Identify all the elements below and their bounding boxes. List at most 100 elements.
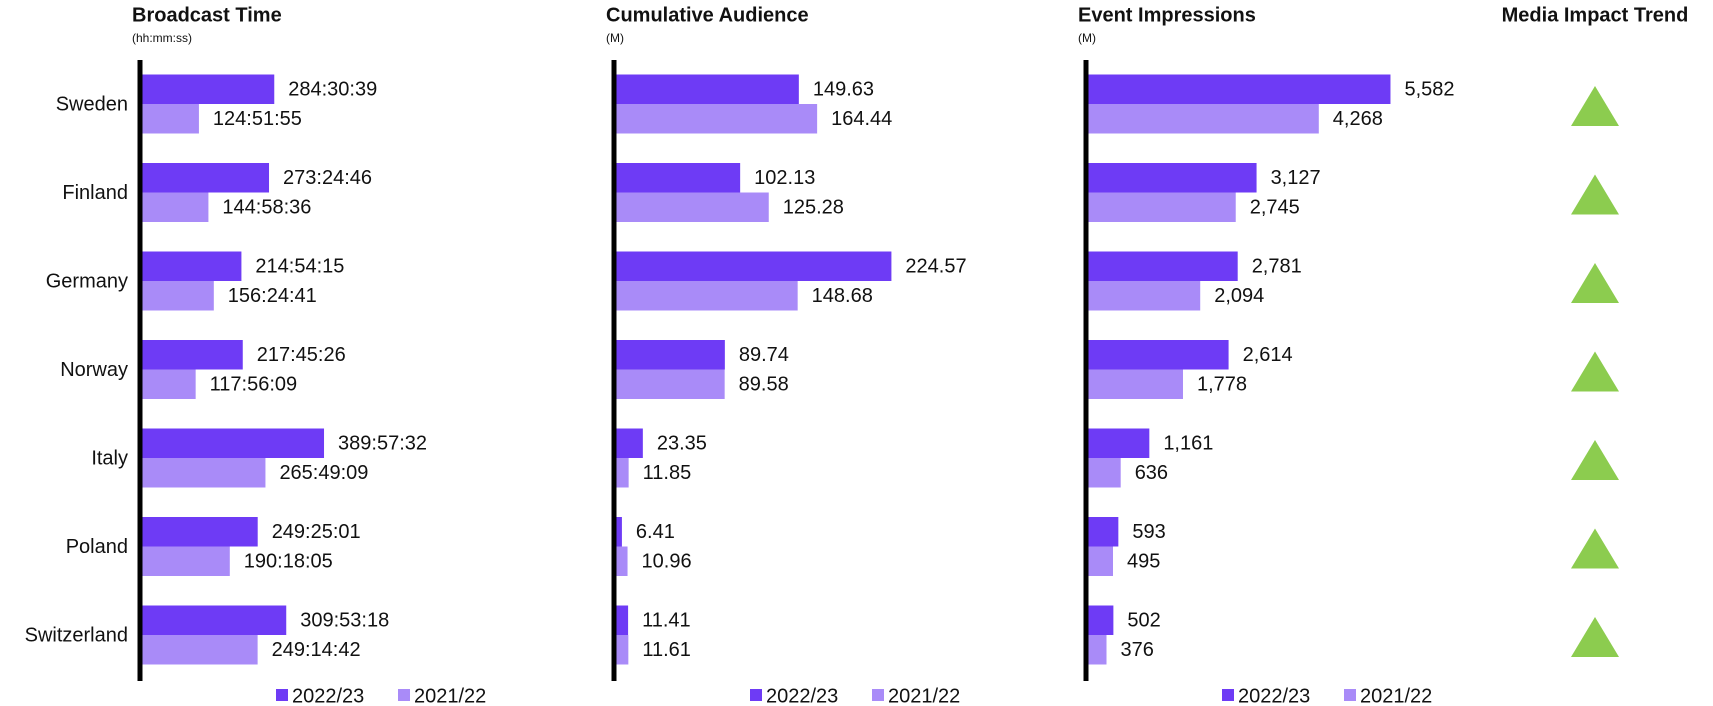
bar	[1086, 635, 1107, 665]
bar	[614, 192, 769, 222]
bar	[1086, 192, 1236, 222]
bar	[1086, 340, 1229, 370]
bar	[614, 458, 629, 488]
value-label: 11.41	[642, 610, 691, 632]
value-label: 389:57:32	[338, 433, 427, 455]
bar	[614, 340, 725, 370]
bar	[140, 428, 325, 458]
chart-title: Broadcast Time	[132, 4, 282, 26]
legend-label: 2021/22	[888, 685, 960, 706]
value-label: 148.68	[812, 285, 873, 307]
bar	[1086, 605, 1114, 635]
legend-label: 2021/22	[414, 685, 486, 706]
category-label: Poland	[66, 536, 128, 558]
value-label: 156:24:41	[228, 285, 317, 307]
bar	[614, 635, 629, 665]
bar	[1086, 251, 1238, 281]
value-label: 284:30:39	[288, 79, 377, 101]
value-label: 2,745	[1250, 197, 1300, 219]
value-label: 102.13	[754, 167, 815, 189]
bar	[1086, 281, 1201, 311]
bar	[140, 163, 270, 193]
value-label: 144:58:36	[222, 197, 311, 219]
value-label: 3,127	[1271, 167, 1321, 189]
bar	[1086, 428, 1150, 458]
trend-arrow	[1571, 440, 1619, 480]
value-label: 217:45:26	[257, 344, 346, 366]
bar	[140, 251, 242, 281]
legend-label: 2022/23	[292, 685, 364, 706]
bar	[614, 163, 741, 193]
value-label: 2,614	[1243, 344, 1293, 366]
category-label: Sweden	[56, 93, 128, 115]
bar	[140, 192, 209, 222]
bar	[140, 458, 266, 488]
legend-swatch	[872, 689, 884, 701]
bar	[1086, 74, 1391, 104]
value-label: 23.35	[657, 433, 707, 455]
bar	[614, 104, 818, 134]
bar	[1086, 517, 1119, 547]
bar	[140, 517, 258, 547]
bar	[614, 517, 622, 547]
legend-swatch	[1222, 689, 1234, 701]
value-label: 1,161	[1163, 433, 1213, 455]
value-label: 89.58	[739, 374, 789, 396]
value-label: 10.96	[642, 551, 692, 573]
trend-arrow	[1571, 263, 1619, 303]
bar	[140, 104, 199, 134]
legend-label: 2022/23	[1238, 685, 1310, 706]
legend-label: 2022/23	[766, 685, 838, 706]
trend-arrow	[1571, 528, 1619, 569]
trend-arrow	[1571, 174, 1619, 215]
value-label: 149.63	[813, 79, 874, 101]
value-label: 495	[1127, 551, 1160, 573]
bar	[1086, 163, 1257, 193]
value-label: 125.28	[783, 197, 844, 219]
category-label: Germany	[46, 270, 128, 292]
legend-label: 2021/22	[1360, 685, 1432, 706]
value-label: 214:54:15	[255, 256, 344, 278]
bar	[614, 546, 628, 576]
value-label: 190:18:05	[244, 551, 333, 573]
bar	[614, 74, 799, 104]
bar	[140, 281, 214, 311]
trend-arrow	[1571, 617, 1619, 657]
chart-subtitle: (M)	[606, 31, 624, 45]
category-label: Norway	[60, 359, 128, 381]
value-label: 1,778	[1197, 374, 1247, 396]
bar	[1086, 458, 1121, 488]
value-label: 309:53:18	[300, 610, 389, 632]
bar	[614, 605, 629, 635]
value-label: 164.44	[831, 108, 892, 130]
bar	[140, 74, 275, 104]
value-label: 11.85	[643, 462, 692, 484]
chart-subtitle: (M)	[1078, 31, 1096, 45]
bar	[614, 369, 725, 399]
bar	[140, 369, 196, 399]
chart-title: Event Impressions	[1078, 4, 1256, 26]
value-label: 224.57	[905, 256, 966, 278]
bar	[614, 251, 892, 281]
value-label: 89.74	[739, 344, 789, 366]
value-label: 273:24:46	[283, 167, 372, 189]
legend-swatch	[1344, 689, 1356, 701]
value-label: 502	[1127, 610, 1160, 632]
category-label: Finland	[62, 182, 128, 204]
value-label: 124:51:55	[213, 108, 302, 130]
value-label: 636	[1135, 462, 1168, 484]
bar	[1086, 546, 1113, 576]
value-label: 6.41	[636, 521, 675, 543]
value-label: 249:14:42	[272, 639, 361, 661]
value-label: 11.61	[642, 639, 691, 661]
value-label: 593	[1132, 521, 1165, 543]
legend-swatch	[398, 689, 410, 701]
bar	[140, 605, 287, 635]
bar	[1086, 104, 1319, 134]
category-label: Italy	[91, 447, 128, 469]
bar	[614, 428, 643, 458]
chart-subtitle: (hh:mm:ss)	[132, 31, 192, 45]
legend-swatch	[750, 689, 762, 701]
value-label: 117:56:09	[210, 374, 298, 396]
trend-arrow	[1571, 351, 1619, 392]
